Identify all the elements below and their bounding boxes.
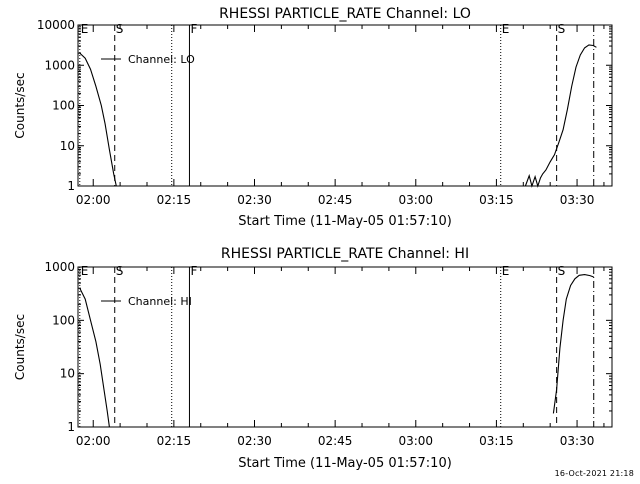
panel-1-y-tick-label: 10 — [60, 139, 75, 153]
panel-1-x-tick-label: 02:30 — [237, 193, 272, 207]
panel-2-plot-frame — [77, 266, 613, 428]
panel-2-x-tick-label: 02:15 — [157, 434, 192, 448]
panel-1-x-axis-label: Start Time (11-May-05 01:57:10) — [238, 214, 452, 229]
panel-1-x-tick-label: 02:45 — [318, 193, 353, 207]
panel-2-marker-label: S — [558, 264, 566, 278]
panel-2-series-line — [79, 287, 110, 428]
panel-1-y-tick-label: 100 — [52, 99, 75, 113]
panel-1-x-tick-label: 03:15 — [479, 193, 514, 207]
panel-2-marker-label: E — [502, 264, 510, 278]
panel-2-y-tick-label: 100 — [52, 313, 75, 327]
panel-1-series-line — [79, 52, 117, 187]
panel-1-x-tick-label: 03:30 — [560, 193, 595, 207]
panel-2-legend-label: Channel: HI — [128, 295, 192, 308]
panel-2-x-tick-label: 03:30 — [560, 434, 595, 448]
panel-2-y-tick-label: 1000 — [44, 260, 75, 274]
panel-1-marker-label: E — [81, 22, 89, 36]
panel-2-x-tick-label: 02:00 — [76, 434, 111, 448]
panel-1-marker-label: S — [116, 22, 124, 36]
panel-2-x-tick-label: 02:30 — [237, 434, 272, 448]
panel-2-x-axis-label: Start Time (11-May-05 01:57:10) — [238, 456, 452, 471]
plot-timestamp: 16-Oct-2021 21:18 — [554, 469, 634, 478]
panel-2-marker-label: F — [190, 264, 197, 278]
panel-2-marker-label: E — [81, 264, 89, 278]
panel-1-marker-label: F — [190, 22, 197, 36]
panel-2-marker-label: S — [116, 264, 124, 278]
panel-2-x-tick-label: 03:00 — [398, 434, 433, 448]
panel-1-y-axis-label: Counts/sec — [13, 72, 27, 138]
panel-1-title: RHESSI PARTICLE_RATE Channel: LO — [219, 6, 471, 22]
panel-1-x-tick-label: 02:15 — [157, 193, 192, 207]
panel-1-y-tick-label: 1 — [67, 179, 75, 193]
panel-2-x-tick-label: 02:45 — [318, 434, 353, 448]
panel-2-x-tick-label: 03:15 — [479, 434, 514, 448]
panel-2-series-line — [552, 274, 594, 414]
panel-1-x-tick-label: 02:00 — [76, 193, 111, 207]
panel-2-y-tick-label: 1 — [67, 420, 75, 434]
panel-1-legend-label: Channel: LO — [128, 53, 195, 66]
panel-1-marker-label: S — [558, 22, 566, 36]
panel-1-marker-label: E — [502, 22, 510, 36]
panel-1-y-tick-label: 10000 — [37, 18, 75, 32]
panel-2-title: RHESSI PARTICLE_RATE Channel: HI — [221, 246, 469, 262]
panel-2-y-axis-label: Counts/sec — [13, 314, 27, 380]
panel-1-plot-frame — [77, 24, 613, 187]
panel-1-series-line — [524, 44, 597, 188]
panel-1-y-tick-label: 1000 — [44, 58, 75, 72]
panel-2-y-tick-label: 10 — [60, 367, 75, 381]
panel-1-x-tick-label: 03:00 — [398, 193, 433, 207]
